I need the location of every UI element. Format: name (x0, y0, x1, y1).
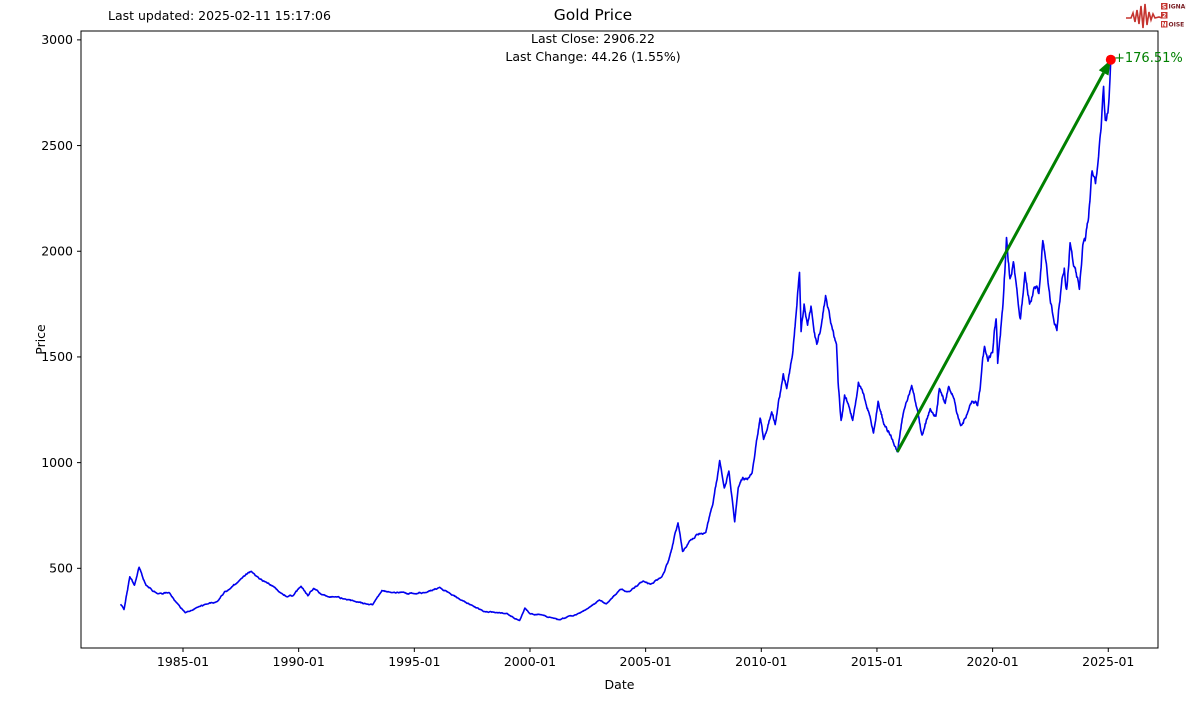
last-change-text: Last Change: 44.26 (1.55%) (505, 49, 681, 64)
last-updated-text: Last updated: 2025-02-11 15:17:06 (108, 8, 331, 23)
x-tick-label: 2025-01 (1082, 654, 1134, 669)
y-tick-label: 2500 (41, 138, 73, 153)
logo-letter-n: N (1162, 21, 1167, 28)
y-tick-label: 1000 (41, 455, 73, 470)
chart-title: Gold Price (553, 6, 633, 24)
x-tick-label: 2005-01 (620, 654, 672, 669)
x-tick-label: 2015-01 (851, 654, 903, 669)
last-close-text: Last Close: 2906.22 (531, 31, 655, 46)
percent-change-annotation: +176.51% (1114, 51, 1183, 66)
logo-number-2: 2 (1162, 12, 1166, 19)
logo-word-signal: IGNAL (1169, 3, 1186, 10)
logo-letter-s: S (1162, 3, 1166, 10)
x-tick-label: 1985-01 (157, 654, 209, 669)
x-tick-label: 1995-01 (388, 654, 440, 669)
x-tick-label: 2010-01 (735, 654, 787, 669)
x-axis-label: Date (605, 677, 635, 692)
last-price-dot (1105, 54, 1116, 65)
waveform-icon (1126, 3, 1163, 29)
logo-word-noise: OISE (1169, 21, 1185, 28)
y-axis-label: Price (33, 324, 48, 355)
y-tick-label: 3000 (41, 32, 73, 47)
price-line (119, 59, 1112, 622)
x-tick-label: 2020-01 (966, 654, 1018, 669)
axes-frame (80, 30, 1159, 649)
x-tick-label: 1990-01 (273, 654, 325, 669)
signal2noise-logo: S IGNAL 2 N OISE (1126, 3, 1186, 29)
y-tick-label: 1500 (41, 349, 73, 364)
y-tick-label: 2000 (41, 244, 73, 259)
y-tick-label: 500 (49, 561, 73, 576)
x-tick-label: 2000-01 (504, 654, 556, 669)
trend-arrow-line (895, 72, 1105, 453)
